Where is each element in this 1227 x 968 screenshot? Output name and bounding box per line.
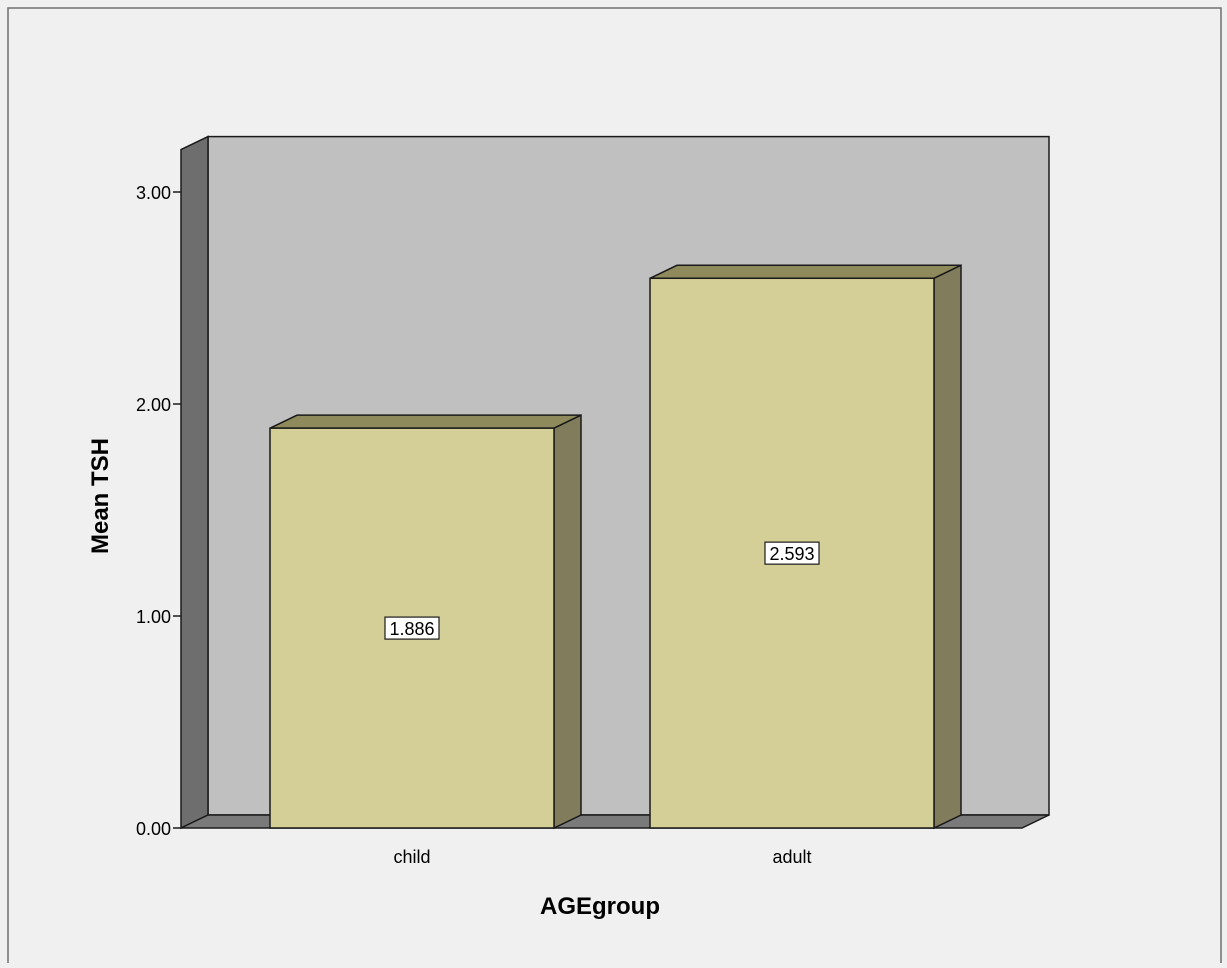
bars-group: 1.886 2.593 (269, 264, 962, 830)
data-label-box (764, 541, 820, 565)
bar-top-face (269, 414, 582, 429)
bar-side-face (933, 264, 962, 830)
data-label: 2.593 (769, 544, 814, 564)
y-tick-label: 3.00 (136, 183, 171, 203)
bar-side-face (553, 413, 582, 830)
bar-top-face (649, 264, 962, 280)
x-axis-title: AGEgroup (540, 893, 660, 920)
bar-child: 1.886 (269, 413, 582, 830)
y-tick-label: 2.00 (136, 395, 171, 415)
x-tick-label-child: child (393, 847, 430, 867)
y-tick-label: 0.00 (136, 819, 171, 839)
data-label-box (384, 616, 440, 640)
y-axis: 0.00 1.00 2.00 3.00 (136, 183, 181, 839)
y-tick-label: 1.00 (136, 607, 171, 627)
data-label-adult: 2.593 (764, 541, 820, 565)
y-axis-title: Mean TSH (87, 438, 114, 554)
side-wall (180, 135, 209, 830)
x-axis-categories: child adult (393, 847, 811, 867)
outer-border (7, 7, 1222, 968)
data-label-child: 1.886 (384, 616, 440, 640)
data-label: 1.886 (389, 619, 434, 639)
x-tick-label-adult: adult (772, 847, 811, 867)
bar-adult: 2.593 (649, 264, 962, 830)
